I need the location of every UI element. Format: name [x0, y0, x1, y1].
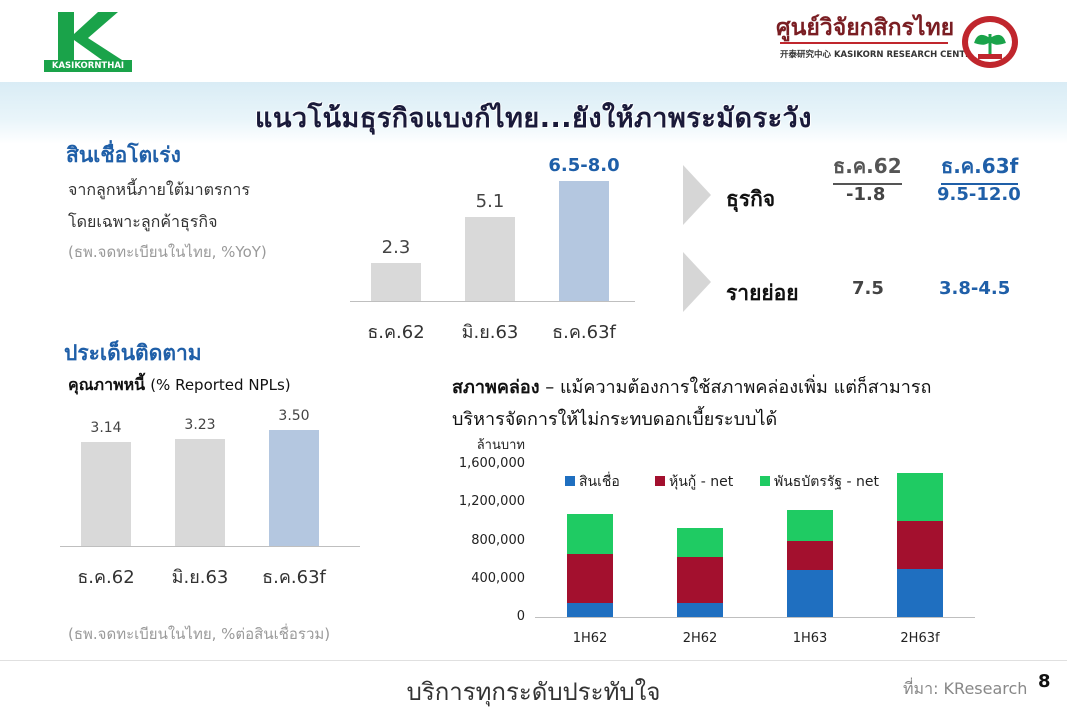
stacked-bar-segment — [897, 521, 943, 570]
segment-row-retail-v1: 7.5 — [852, 278, 884, 299]
npl-title-bold: คุณภาพหนี้ — [68, 375, 146, 394]
chart-bar — [175, 438, 225, 546]
k-logo-icon — [44, 12, 132, 72]
loans-note: (ธพ.จดทะเบียนในไทย, %YoY) — [68, 243, 267, 261]
kresearch-logo-sub: 开泰研究中心 KASIKORN RESEARCH CENTER — [780, 50, 978, 60]
y-tick-label: 1,200,000 — [458, 494, 525, 510]
chart-data-label: 5.1 — [475, 190, 505, 212]
segment-col1-header: ธ.ค.62 — [833, 150, 902, 185]
segment-row-retail-label: รายย่อย — [726, 281, 799, 305]
chart-category-label: มิ.ย.63 — [461, 322, 519, 343]
y-tick-label: 800,000 — [471, 532, 525, 548]
kresearch-emblem-icon — [960, 14, 1020, 70]
chevron-right-icon — [683, 252, 711, 312]
y-tick-label: 400,000 — [471, 570, 525, 586]
loans-heading: สินเชื่อโตเร่ง — [66, 143, 181, 167]
stacked-bar-segment — [567, 602, 613, 617]
npl-note: (ธพ.จดทะเบียนในไทย, %ต่อสินเชื่อรวม) — [68, 625, 331, 643]
liquidity-title-bold: สภาพคล่อง — [452, 377, 540, 398]
source-note: ที่มา: KResearch — [903, 679, 1028, 698]
chart-category-label: ธ.ค.62 — [367, 322, 425, 343]
x-category-label: 2H62 — [682, 631, 718, 646]
slide-title: แนวโน้มธุรกิจแบงก์ไทย...ยังให้ภาพระมัดระ… — [255, 103, 812, 134]
chart-bar — [371, 262, 421, 301]
legend-swatch — [760, 476, 770, 486]
chart-bar — [81, 441, 131, 546]
npl-title: คุณภาพหนี้ (% Reported NPLs) — [68, 373, 291, 398]
footer-divider — [0, 660, 1067, 661]
loans-desc-2: โดยเฉพาะลูกค้าธุรกิจ — [68, 212, 218, 231]
stacked-bar-segment — [897, 569, 943, 617]
chart-data-label: 6.5-8.0 — [548, 155, 620, 176]
loans-desc-1: จากลูกหนี้ภายใต้มาตรการ — [68, 180, 250, 199]
legend-label: พันธบัตรรัฐ - net — [774, 474, 880, 490]
stacked-bar-segment — [677, 528, 723, 557]
chart-category-label: ธ.ค.62 — [77, 567, 135, 588]
legend-swatch — [565, 476, 575, 486]
liquidity-title: สภาพคล่อง – แม้ความต้องการใช้สภาพคล่องเพ… — [452, 372, 1052, 401]
chart-data-label: 2.3 — [381, 236, 411, 258]
watch-heading: ประเด็นติดตาม — [64, 341, 202, 365]
chart-data-label: 3.14 — [90, 419, 122, 436]
stacked-bar-segment — [897, 472, 943, 522]
chart-category-label: ธ.ค.63f — [262, 567, 326, 588]
stacked-bar-segment — [567, 553, 613, 603]
y-axis-label: ล้านบาท — [476, 438, 525, 453]
segment-col2-header: ธ.ค.63f — [941, 150, 1019, 185]
stacked-bar-segment — [677, 556, 723, 603]
header-bar: KASIKORNTHAI ศูนย์วิจัยกสิกรไทย 开泰研究中心 K… — [0, 0, 1067, 82]
legend-label: หุ้นกู้ - net — [669, 474, 734, 490]
kresearch-logo-underline — [780, 42, 948, 44]
npl-title-rest: (% Reported NPLs) — [150, 376, 291, 394]
x-axis-line — [535, 617, 975, 618]
stacked-bar-segment — [787, 541, 833, 571]
loans-growth-chart: 2.3 ธ.ค.62 5.1 มิ.ย.63 6.5-8.0 ธ.ค.63f — [350, 150, 635, 343]
chart-bar — [559, 181, 609, 301]
y-tick-label: 1,600,000 — [458, 456, 525, 471]
chart-data-label: 3.50 — [278, 408, 310, 424]
chart-data-label: 3.23 — [184, 416, 216, 433]
chevron-right-icon — [683, 165, 711, 225]
segment-row-retail-v2: 3.8-4.5 — [939, 278, 1011, 299]
liquidity-title-line2: บริหารจัดการให้ไม่กระทบดอกเบี้ยระบบได้ — [452, 409, 778, 430]
stacked-bar-segment — [787, 509, 833, 542]
x-category-label: 1H63 — [792, 631, 828, 646]
segment-row-business-label: ธุรกิจ — [726, 187, 776, 211]
footer-tagline: บริการทุกระดับประทับใจ — [406, 678, 661, 706]
segment-row-business-v2: 9.5-12.0 — [937, 184, 1021, 205]
y-tick-label: 0 — [516, 609, 525, 624]
chart-bar — [269, 430, 319, 546]
stacked-bar-segment — [787, 570, 833, 617]
chart-baseline — [60, 546, 360, 547]
liquidity-stacked-chart: ล้านบาท 1,600,000 1,200,000 800,000 400,000 0… — [440, 430, 1000, 650]
stacked-bar-segment — [677, 602, 723, 617]
legend-swatch — [655, 476, 665, 486]
npl-chart: 3.14 ธ.ค.62 3.23 มิ.ย.63 3.50 ธ.ค.63f — [60, 395, 360, 590]
chart-baseline — [350, 301, 635, 302]
chart-bar — [465, 216, 515, 301]
x-category-label: 1H62 — [572, 631, 608, 646]
kasikornthai-logo-text: KASIKORNTHAI — [51, 61, 125, 71]
liquidity-title-rest: – แม้ความต้องการใช้สภาพคล่องเพิ่ม แต่ก็ส… — [539, 377, 932, 398]
x-category-label: 2H63f — [900, 631, 940, 646]
kasikornthai-logo: KASIKORNTHAI — [44, 8, 132, 72]
kresearch-logo-thai: ศูนย์วิจัยกสิกรไทย — [776, 15, 955, 41]
segment-row-business-v1: -1.8 — [846, 184, 886, 205]
title-band — [0, 82, 1067, 144]
chart-category-label: มิ.ย.63 — [171, 567, 229, 588]
stacked-bar-segment — [567, 513, 613, 554]
page-number: 8 — [1038, 671, 1051, 692]
legend-label: สินเชื่อ — [579, 474, 620, 490]
chart-category-label: ธ.ค.63f — [552, 322, 616, 343]
